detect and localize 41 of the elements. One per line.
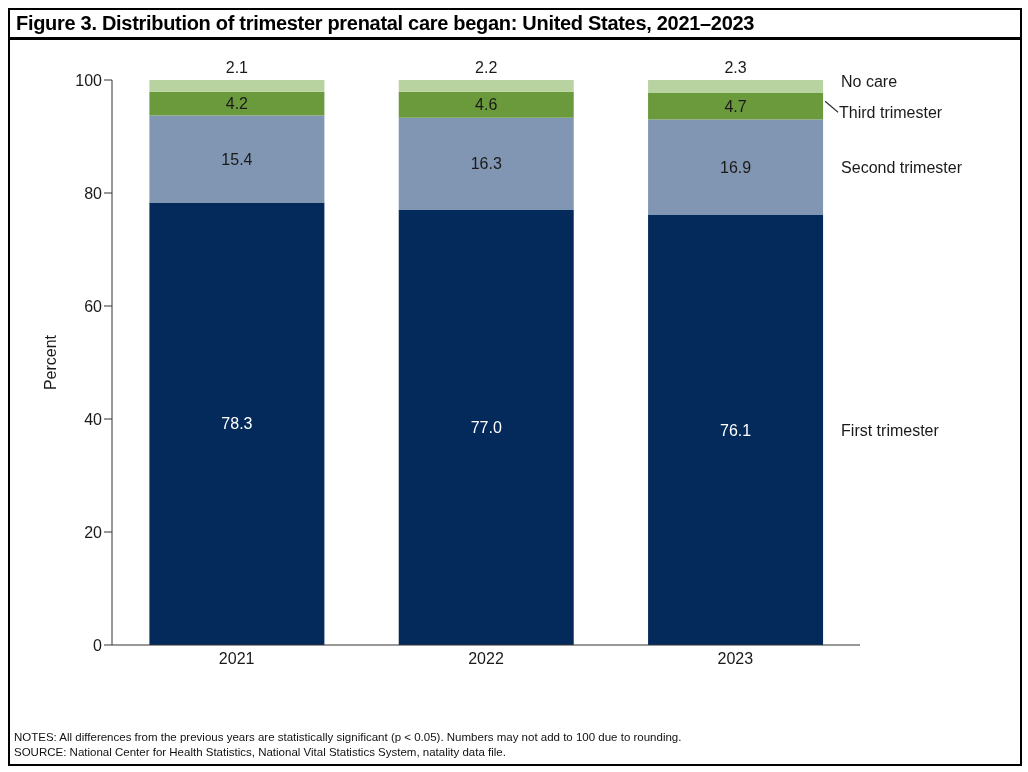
y-axis-title: Percent (41, 334, 59, 391)
data-label: 2.2 (475, 59, 498, 76)
y-tick-label: 0 (93, 636, 103, 654)
bar (149, 202, 325, 645)
bar (648, 93, 824, 120)
series-label: First trimester (841, 421, 940, 439)
bar (648, 119, 824, 216)
bar (398, 80, 574, 92)
series-label: Third trimester (839, 103, 943, 121)
bar (398, 209, 574, 645)
series-label: No care (841, 73, 898, 90)
data-label: 16.9 (720, 158, 752, 176)
x-tick-label: 2021 (218, 650, 255, 668)
y-tick-label: 20 (84, 523, 103, 541)
bar (648, 80, 824, 93)
bar (149, 91, 325, 116)
bar (149, 80, 325, 92)
data-label: 78.3 (221, 415, 253, 433)
data-label: 16.3 (470, 155, 502, 173)
data-label: 2.1 (225, 59, 249, 76)
bar (149, 115, 325, 203)
data-label: 15.4 (221, 150, 253, 168)
data-label: 4.7 (724, 97, 747, 115)
source-note: SOURCE: National Center for Health Statistics, National Vital Statistics System, natality data file. (14, 745, 507, 760)
y-tick-label: 100 (75, 71, 103, 89)
text: NOTES: All differences from the previous years are statistically significant (p < 0.05). Numbers may not add to 100 due to rounding. (14, 730, 682, 745)
data-label: 2.3 (724, 59, 747, 76)
bar (398, 91, 574, 118)
y-tick-label: 60 (84, 297, 103, 315)
x-tick-label: 2022 (468, 650, 504, 668)
y-tick-label: 80 (84, 184, 103, 202)
data-label: 4.2 (225, 95, 249, 113)
data-label: 4.6 (475, 96, 498, 114)
y-tick-label: 40 (84, 410, 103, 428)
x-tick-label: 2023 (717, 650, 754, 668)
chart-title: Figure 3. Distribution of trimester prenatal care began: United States, 2021–2023 (10, 10, 1020, 40)
bar (648, 215, 824, 645)
bar (398, 117, 574, 210)
data-label: 77.0 (470, 418, 502, 436)
series-label: Second trimester (841, 158, 963, 176)
data-label: 76.1 (720, 421, 752, 439)
